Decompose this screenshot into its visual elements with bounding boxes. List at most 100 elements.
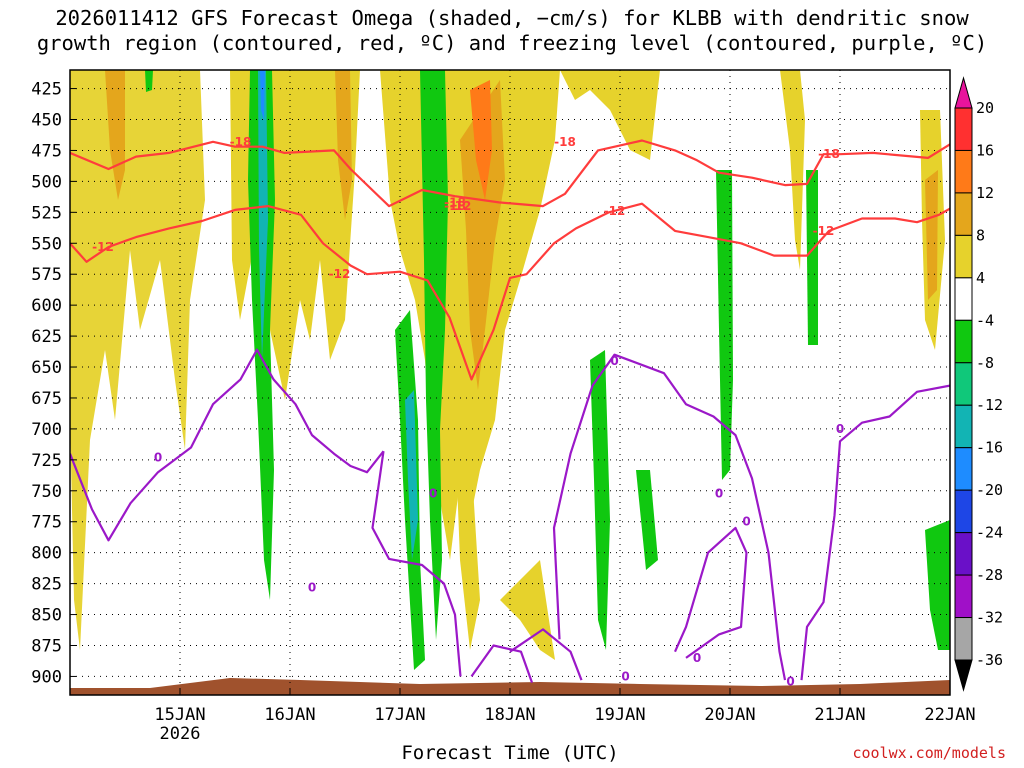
colorbar-swatch <box>954 234 973 279</box>
colorbar-label: -24 <box>976 524 1003 542</box>
omega-negative-region <box>405 390 418 560</box>
x-tick-label: 20JAN <box>704 705 755 725</box>
colorbar-swatch <box>954 277 973 321</box>
contours <box>70 139 950 683</box>
colorbar-label: 8 <box>976 226 985 244</box>
y-axis: 425 450 475 500 525 550 575 600 625 650 675 700 725 7… <box>31 80 76 687</box>
y-tick-label: 525 <box>31 203 62 223</box>
contour-freezing-level-loop <box>552 353 787 681</box>
omega-negative-region <box>420 70 448 640</box>
y-tick-label: 600 <box>31 296 62 316</box>
chart-title-line1: 2026011412 GFS Forecast Omega (shaded, −… <box>55 6 969 30</box>
colorbar-swatch <box>954 319 973 364</box>
colorbar-top-tip <box>954 76 973 109</box>
colorbar-swatch <box>954 149 973 194</box>
contour-dendritic_top_minus18C <box>70 139 950 208</box>
red-contour-label: -12 <box>92 240 114 254</box>
red-contour-label: -12 <box>813 224 835 238</box>
contour-freezing-level-loop <box>509 628 583 681</box>
colorbar-swatch <box>954 404 973 449</box>
colorbar-label: -12 <box>976 396 1003 414</box>
y-tick-label: 725 <box>31 451 62 471</box>
colorbar-swatch <box>954 362 973 406</box>
red-contour-label: -12 <box>329 267 351 281</box>
y-tick-label: 675 <box>31 389 62 409</box>
colorbar-label: -16 <box>976 439 1003 457</box>
purple-contour-label: 0 <box>715 486 723 500</box>
colorbar-swatch <box>954 532 973 576</box>
colorbar-label: -28 <box>976 566 1003 584</box>
omega-negative-region <box>590 350 610 650</box>
omega-negative-region <box>806 170 818 345</box>
y-tick-label: 450 <box>31 111 62 131</box>
omega-strong-region <box>925 170 938 300</box>
red-contour-label: -18 <box>444 199 466 213</box>
omega-shading <box>70 70 950 695</box>
x-tick-label: 15JAN <box>154 705 205 725</box>
colorbar-label: 4 <box>976 269 985 287</box>
omega-negative-region <box>925 520 950 650</box>
credit-text: coolwx.com/models <box>852 744 1006 762</box>
y-tick-label: 900 <box>31 667 62 687</box>
contour-freezing-level-loop <box>371 451 462 677</box>
x-axis-title: Forecast Time (UTC) <box>401 742 619 764</box>
y-tick-label: 625 <box>31 327 62 347</box>
colorbar-label: -32 <box>976 609 1003 627</box>
chart-title: 2026011412 GFS Forecast Omega (shaded, −… <box>0 6 1024 56</box>
y-tick-label: 700 <box>31 420 62 440</box>
purple-contour-label: 0 <box>308 580 316 594</box>
colorbar-label: 16 <box>976 141 994 159</box>
red-contour-label: -18 <box>818 147 840 161</box>
omega-strong-region <box>335 70 352 220</box>
x-tick-label: 16JAN <box>264 705 315 725</box>
colorbar-swatch <box>954 192 973 236</box>
y-tick-label: 650 <box>31 358 62 378</box>
x-tick-label: 19JAN <box>594 705 645 725</box>
omega-positive-region <box>500 560 555 660</box>
omega-negative-region <box>636 470 658 570</box>
colorbar-label: 20 <box>976 99 994 117</box>
omega-positive-region <box>780 70 805 270</box>
contour-freezing-level-loop <box>800 384 950 681</box>
y-tick-label: 775 <box>31 513 62 533</box>
colorbar-label: -20 <box>976 481 1003 499</box>
omega-positive-region <box>455 430 480 650</box>
red-contour-label: -18 <box>230 135 252 149</box>
y-tick-label: 850 <box>31 606 62 626</box>
red-contour-label: -18 <box>444 195 466 209</box>
omega-positive-region <box>70 70 205 650</box>
purple-contour-label: 0 <box>610 354 618 368</box>
colorbar: 20 16 12 8 4 -4 -8 -12 -16 -20 -24 -28 -32 -36 <box>954 76 1003 692</box>
colorbar-label: -36 <box>976 651 1003 669</box>
omega-strong-region <box>460 80 505 390</box>
x-tick-label: 22JAN <box>924 705 975 725</box>
purple-contour-label: 0 <box>836 422 844 436</box>
colorbar-bottom-tip <box>954 659 973 692</box>
omega-negative-region <box>145 70 153 92</box>
colorbar-swatch <box>954 107 973 151</box>
x-tick-label: 21JAN <box>814 705 865 725</box>
colorbar-label: -8 <box>976 354 994 372</box>
purple-contour-label: 0 <box>786 674 794 688</box>
colorbar-label: -4 <box>976 311 994 329</box>
omega-strong-region <box>470 80 492 200</box>
purple-contour-label: 0 <box>429 486 437 500</box>
omega-strong-region <box>105 70 125 200</box>
x-tick-label: 17JAN <box>374 705 425 725</box>
red-contour-label: -12 <box>450 199 472 213</box>
y-tick-label: 750 <box>31 482 62 502</box>
y-tick-label: 500 <box>31 172 62 192</box>
contour-freezing-level-loop <box>470 644 534 683</box>
omega-negative-region <box>258 70 268 360</box>
contour-dendritic_bottom_minus12C <box>70 202 950 381</box>
y-tick-label: 550 <box>31 234 62 254</box>
contour-freezing-level-loop <box>673 526 748 659</box>
colorbar-label: 12 <box>976 184 994 202</box>
colorbar-swatch <box>954 574 973 619</box>
contour-freezing_level_0C <box>70 348 385 542</box>
red-contour-label: -18 <box>554 135 576 149</box>
purple-contour-label: 0 <box>154 450 162 464</box>
red-contour-label: -12 <box>604 204 626 218</box>
